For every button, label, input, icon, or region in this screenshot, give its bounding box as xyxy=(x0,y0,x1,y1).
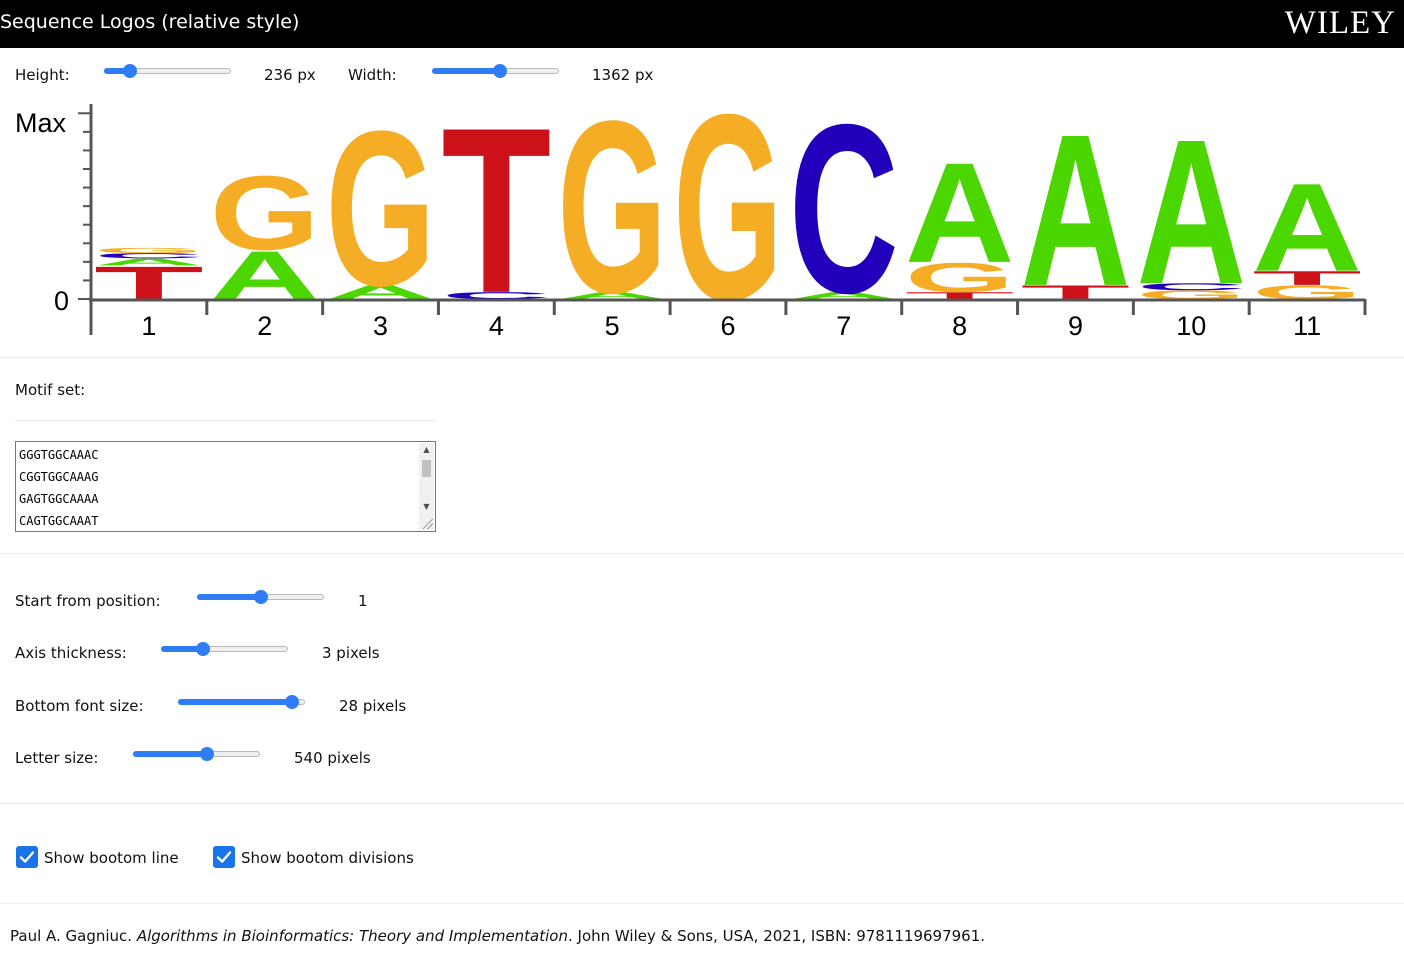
resize-handle-icon[interactable] xyxy=(423,519,433,529)
x-axis-position-label: 7 xyxy=(836,311,851,341)
y-axis-max-label: Max xyxy=(15,108,67,138)
start-position-value: 1 xyxy=(358,592,368,610)
logo-letter-g: G xyxy=(905,255,1015,302)
citation-author: Paul A. Gagniuc. xyxy=(10,927,137,945)
logo-letter-t: T xyxy=(1252,267,1362,289)
logo-letter-g: G xyxy=(94,246,204,254)
divider xyxy=(0,903,1404,904)
logo-letter-t: T xyxy=(1021,281,1131,303)
width-slider[interactable] xyxy=(432,63,559,79)
checkmark-icon xyxy=(19,851,35,863)
height-label: Height: xyxy=(15,66,70,84)
bottom-font-size-slider-thumb[interactable] xyxy=(285,695,300,709)
divider xyxy=(0,803,1404,804)
motif-sequence: CGGTGGCAAAG xyxy=(19,470,99,484)
logo-letter-a: A xyxy=(905,134,1015,293)
width-label: Width: xyxy=(348,66,397,84)
logo-letter-a: A xyxy=(789,290,899,301)
citation-publisher: . John Wiley & Sons, USA, 2021, ISBN: 97… xyxy=(567,927,986,945)
logo-letter-g: G xyxy=(557,96,667,345)
letter-size-label: Letter size: xyxy=(15,749,99,767)
logo-letter-c: C xyxy=(789,96,899,343)
logo-letter-g: G xyxy=(326,96,436,333)
width-slider-thumb[interactable] xyxy=(493,64,508,78)
height-slider-thumb[interactable] xyxy=(123,64,138,78)
logo-letter-g: G xyxy=(1136,288,1246,302)
axis-thickness-label: Axis thickness: xyxy=(15,644,127,662)
start-position-label: Start from position: xyxy=(15,592,161,610)
width-value: 1362 px xyxy=(592,66,654,84)
motif-set-label: Motif set: xyxy=(15,381,86,399)
logo-letter-g: G xyxy=(210,154,320,272)
start-position-slider[interactable] xyxy=(197,589,324,605)
axis-thickness-value: 3 pixels xyxy=(322,644,380,662)
scroll-up-arrow-icon[interactable]: ▲ xyxy=(423,445,430,454)
logo-letter-a: A xyxy=(326,281,436,303)
logo-letter-a: A xyxy=(1021,96,1131,331)
logo-letter-t: T xyxy=(905,290,1015,301)
x-axis-position-label: 5 xyxy=(605,311,620,341)
title-bar: Sequence Logos (relative style) WILEY xyxy=(0,0,1404,48)
motif-sequence: CAGTGGCAAAT xyxy=(19,514,99,528)
axis-thickness-slider-thumb[interactable] xyxy=(196,642,211,656)
logo-letter-c: C xyxy=(441,290,551,301)
wiley-logo: WILEY xyxy=(1284,5,1396,41)
logo-letter-c: C xyxy=(94,252,204,260)
citation: Paul A. Gagniuc. Algorithms in Bioinform… xyxy=(10,927,985,945)
y-axis-zero-label: 0 xyxy=(54,286,69,316)
x-axis-position-label: 10 xyxy=(1176,311,1206,341)
logo-letter-a: A xyxy=(1136,97,1246,327)
logo-letter-g: G xyxy=(1252,281,1362,303)
x-axis-position-label: 11 xyxy=(1293,311,1321,341)
motif-set-textarea[interactable]: GGGTGGCAAAC CGGTGGCAAAG GAGTGGCAAAA CAGT… xyxy=(15,441,436,532)
motif-sequence: GGGTGGCAAAC xyxy=(19,448,99,462)
axis-thickness-slider[interactable] xyxy=(161,641,288,657)
x-axis-position-label: 8 xyxy=(952,311,967,341)
x-axis-position-label: 4 xyxy=(489,311,504,341)
show-bottom-line-label[interactable]: Show bootom line xyxy=(44,849,179,867)
show-bottom-line-checkbox[interactable] xyxy=(16,846,38,868)
letter-size-slider[interactable] xyxy=(133,746,260,762)
start-position-slider-thumb[interactable] xyxy=(253,590,268,604)
page-title: Sequence Logos (relative style) xyxy=(0,11,300,33)
height-slider[interactable] xyxy=(104,63,231,79)
logo-letter-a: A xyxy=(1252,157,1362,297)
scroll-down-arrow-icon[interactable]: ▼ xyxy=(423,502,430,511)
logo-letter-c: C xyxy=(1136,281,1246,292)
letter-size-value: 540 pixels xyxy=(294,749,371,767)
show-bottom-divisions-checkbox[interactable] xyxy=(213,846,235,868)
divider xyxy=(0,553,1404,554)
height-value: 236 px xyxy=(264,66,316,84)
scrollbar-thumb[interactable] xyxy=(422,460,431,477)
x-axis-position-label: 9 xyxy=(1068,311,1083,341)
motif-sequence: GAGTGGCAAAA xyxy=(19,492,99,506)
bottom-font-size-slider[interactable] xyxy=(178,694,305,710)
logo-letter-a: A xyxy=(94,256,204,267)
logo-letter-t: T xyxy=(441,96,551,343)
motif-divider xyxy=(15,420,436,421)
divider xyxy=(0,357,1404,358)
bottom-font-size-label: Bottom font size: xyxy=(15,697,144,715)
logo-letter-a: A xyxy=(557,290,667,301)
x-axis-position-label: 1 xyxy=(141,311,156,341)
citation-book-title: Algorithms in Bioinformatics: Theory and… xyxy=(136,927,568,945)
logo-letter-g: G xyxy=(673,96,783,346)
checkmark-icon xyxy=(216,851,232,863)
x-axis-position-label: 2 xyxy=(257,311,272,341)
x-axis-position-label: 6 xyxy=(720,311,735,341)
show-bottom-divisions-label[interactable]: Show bootom divisions xyxy=(241,849,414,867)
bottom-font-size-value: 28 pixels xyxy=(339,697,407,715)
letter-size-slider-thumb[interactable] xyxy=(199,747,214,761)
textarea-scrollbar[interactable]: ▲ ▼ xyxy=(419,443,434,530)
x-axis-position-label: 3 xyxy=(373,311,388,341)
